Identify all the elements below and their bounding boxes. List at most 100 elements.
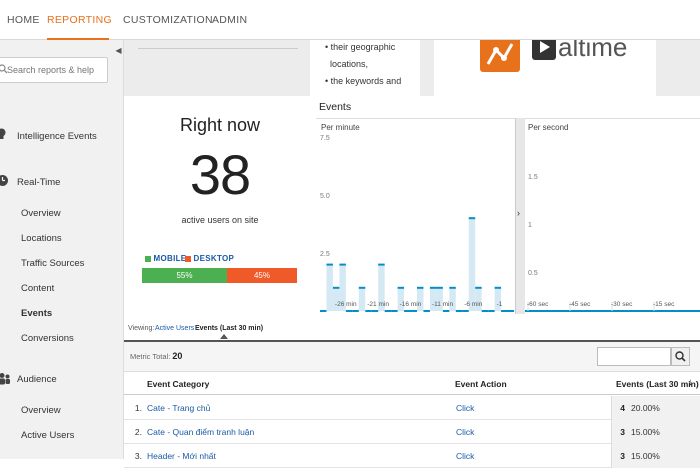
x-tick-label: -30 sec [611,301,633,308]
table-filter[interactable] [597,347,671,366]
y-tick-label: 2.5 [320,251,330,258]
chart-divider[interactable]: › [516,118,525,314]
sidebar: Intelligence Events Real-Time Overview L… [0,40,124,459]
chart-bar [436,287,443,311]
promo-video[interactable]: altime [434,40,656,96]
row-number: 2. [134,427,142,437]
x-tick-label: -16 min [400,301,422,308]
sidebar-item-rt-locations[interactable]: Locations [21,233,62,244]
sidebar-item-audience[interactable]: Audience [17,374,57,385]
top-nav: HOME REPORTING CUSTOMIZATION ADMIN [0,0,700,40]
search-input[interactable] [7,62,105,78]
chart-bar [378,264,385,311]
sort-desc-icon[interactable]: ↓ [688,377,693,388]
sidebar-item-real-time[interactable]: Real-Time [17,177,61,188]
y-tick-label: 1 [528,222,532,229]
promo-banner: • their geographic locations, • the keyw… [124,40,700,96]
filter-search-button[interactable] [671,347,690,366]
sidebar-item-aud-overview[interactable]: Overview [21,405,61,416]
row-category-link[interactable]: Cate - Trang chủ [147,403,211,413]
tab-pointer-icon [220,334,228,339]
analytics-logo-icon [480,40,520,75]
promo-bullets: • their geographic locations, • the keyw… [310,40,420,96]
sidebar-item-rt-content[interactable]: Content [21,283,55,294]
legend-mobile: MOBILE [145,254,186,263]
sidebar-item-rt-events[interactable]: Events [21,308,53,319]
events-charts: Events Per minute 7.5 5.0 2.5 -26 min -21 mi… [316,96,700,320]
promo-bullet: the keywords and [330,76,402,86]
per-second-label: Per second [528,123,569,132]
sidebar-item-rt-conversions[interactable]: Conversions [21,333,74,344]
row-value-cell: 4 20.00% [611,396,700,420]
row-value-cell: 3 15.00% [611,444,700,468]
row-action-link[interactable]: Click [456,451,475,461]
x-tick-label: -6 min [464,301,482,308]
chart-bar [397,287,405,311]
people-icon [0,372,11,388]
row-number: 1. [134,403,142,413]
table-row: 3. Header - Mới nhất Click 3 15.00% [124,444,700,468]
chart-bar [475,287,482,311]
x-tick-label: -1 [497,301,503,308]
sidebar-item-aud-active-users[interactable]: Active Users [21,430,75,441]
y-tick-label: 0.5 [528,270,538,277]
active-users-count: 38 [189,143,251,206]
per-minute-chart: Per minute 7.5 5.0 2.5 -26 min -21 min -16 mi… [316,118,516,314]
row-percent: 15.00% [631,427,660,437]
active-users-label: active users on site [181,215,259,225]
x-tick-label: -45 sec [569,301,591,308]
legend-mobile-label: MOBILE [153,254,187,263]
x-tick-label: -11 min [432,301,454,308]
right-now-title: Right now [179,115,261,135]
sidebar-collapse-button[interactable]: ◀ [115,46,122,55]
tab-events-last-30[interactable]: Events (Last 30 min) [195,325,264,332]
events-title: Events [319,101,352,113]
chart-bar [468,218,476,311]
search-icon [0,64,8,77]
sidebar-item-rt-overview[interactable]: Overview [21,208,61,219]
per-second-chart: Per second 1.5 1 0.5 -60 sec -45 sec -30 sec -… [525,118,700,314]
legend-mobile-swatch [145,255,151,262]
sidebar-item-rt-traffic-sources[interactable]: Traffic Sources [21,258,85,269]
events-table: Metric Total: 20 Event Category Event Ac… [124,340,700,468]
promo-bullet: their geographic [330,42,396,52]
row-value-cell: 3 15.00% [611,420,700,444]
table-header: Event Category Event Action Events (Last… [124,373,700,395]
col-header-action[interactable]: Event Action [455,379,507,389]
play-icon[interactable] [532,40,556,63]
row-value: 4 [620,403,625,413]
row-action-link[interactable]: Click [456,403,475,413]
row-percent: 15.00% [631,451,660,461]
chart-bar [339,264,346,311]
video-title: altime [558,40,628,62]
chart-bar [326,264,333,311]
per-minute-plot: 7.5 5.0 2.5 -26 min -21 min -16 min -11 min -6 … [320,135,514,312]
nav-tab-customization[interactable]: CUSTOMIZATION [123,14,213,26]
table-filter-input[interactable] [598,348,668,365]
x-tick-label: -60 sec [527,301,549,308]
nav-tab-reporting[interactable]: REPORTING [47,0,112,40]
chart-bar [449,287,456,311]
nav-tab-home[interactable]: HOME [7,14,40,26]
y-tick-label: 1.5 [528,174,538,181]
row-action-link[interactable]: Click [456,427,475,437]
tab-active-users[interactable]: Active Users [155,325,195,332]
lightbulb-icon [0,128,6,144]
right-now-panel: Right now 38 active users on site MOBILE… [124,96,316,320]
promo-bullet: locations, [330,59,369,69]
row-value: 3 [620,451,625,461]
metric-bar: Metric Total: 20 [124,342,700,372]
metric-total-value: 20 [172,351,183,361]
search-box[interactable] [0,57,108,83]
y-tick-label: 5.0 [320,193,330,200]
table-row: 2. Cate - Quan điểm tranh luận Click 3 1… [124,420,700,444]
metric-total-label: Metric Total: [130,352,171,361]
search-icon [675,351,686,362]
col-header-value[interactable]: Events (Last 30 min) [616,379,699,389]
row-category-link[interactable]: Cate - Quan điểm tranh luận [147,427,255,437]
sidebar-item-intelligence-events[interactable]: Intelligence Events [17,131,97,142]
nav-tab-admin[interactable]: ADMIN [212,14,248,26]
legend-desktop-swatch [185,255,191,262]
row-category-link[interactable]: Header - Mới nhất [147,451,216,461]
col-header-category[interactable]: Event Category [147,379,210,389]
